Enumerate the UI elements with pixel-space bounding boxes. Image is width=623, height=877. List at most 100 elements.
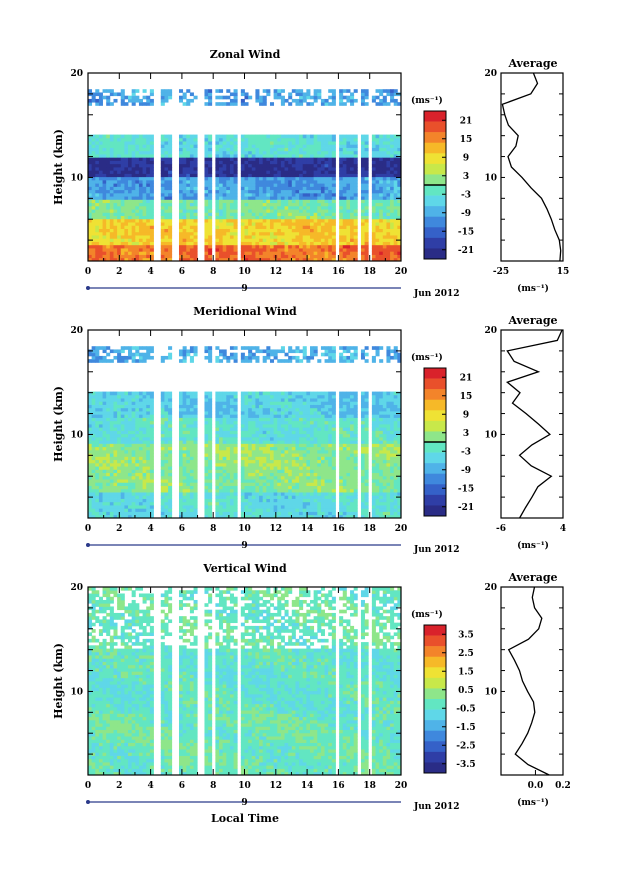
heatmap-cell — [350, 196, 354, 200]
heatmap-cell — [394, 167, 398, 171]
heatmap-cell — [274, 186, 278, 190]
heatmap-cell — [113, 460, 117, 464]
heatmap-cell — [121, 248, 125, 252]
heatmap-cell — [95, 346, 99, 350]
heatmap-cell — [325, 135, 329, 139]
heatmap-cell — [332, 238, 336, 242]
heatmap-cell — [306, 92, 310, 96]
heatmap-cell — [113, 463, 117, 467]
heatmap-cell — [343, 219, 347, 223]
heatmap-cell — [372, 222, 376, 226]
heatmap-cell — [299, 151, 303, 155]
heatmap-cell — [121, 206, 125, 210]
heatmap-cell — [230, 173, 234, 177]
heatmap-cell — [164, 447, 168, 451]
heatmap-cell — [354, 177, 358, 181]
heatmap-cell — [255, 235, 259, 239]
heatmap-cell — [230, 164, 234, 168]
heatmap-cell — [274, 164, 278, 168]
heatmap-cell — [139, 229, 143, 233]
heatmap-cell — [288, 177, 292, 181]
heatmap-cell — [259, 219, 263, 223]
heatmap-cell — [277, 232, 281, 236]
heatmap-cell — [219, 440, 223, 444]
heatmap-cell — [241, 486, 245, 490]
heatmap-cell — [310, 222, 314, 226]
heatmap-cell — [383, 216, 387, 220]
heatmap-cell — [383, 170, 387, 174]
heatmap-cell — [150, 450, 154, 454]
heatmap-cell — [314, 206, 318, 210]
heatmap-cell — [270, 196, 274, 200]
heatmap-cell — [146, 141, 150, 145]
heatmap-cell — [150, 421, 154, 425]
heatmap-cell — [95, 424, 99, 428]
heatmap-cell — [121, 411, 125, 415]
heatmap-cell — [183, 229, 187, 233]
heatmap-cell — [128, 219, 132, 223]
heatmap-cell — [150, 453, 154, 457]
heatmap-cell — [135, 225, 139, 229]
heatmap-cell — [219, 225, 223, 229]
heatmap-cell — [223, 216, 227, 220]
heatmap-cell — [164, 486, 168, 490]
heatmap-cell — [194, 492, 198, 496]
heatmap-cell — [263, 225, 267, 229]
heatmap-cell — [113, 440, 117, 444]
y-tick-label: 20 — [70, 69, 83, 79]
heatmap-cell — [190, 238, 194, 242]
heatmap-cell — [124, 96, 128, 100]
heatmap-cell — [263, 148, 267, 152]
heatmap-cell — [219, 141, 223, 145]
heatmap-cell — [394, 186, 398, 190]
heatmap-cell — [361, 151, 365, 155]
heatmap-cell — [168, 353, 172, 357]
heatmap-cell — [354, 245, 358, 249]
heatmap-cell — [194, 242, 198, 246]
heatmap-cell — [88, 359, 92, 363]
heatmap-cell — [285, 242, 289, 246]
heatmap-cell — [95, 398, 99, 402]
heatmap-cell — [124, 460, 128, 464]
heatmap-cell — [372, 251, 376, 255]
heatmap-cell — [248, 421, 252, 425]
heatmap-cell — [139, 216, 143, 220]
heatmap-cell — [281, 242, 285, 246]
heatmap-cell — [346, 151, 350, 155]
heatmap-cell — [150, 148, 154, 152]
heatmap-cell — [394, 248, 398, 252]
heatmap-cell — [150, 466, 154, 470]
x-tick-label: 12 — [270, 267, 283, 277]
heatmap-cell — [365, 151, 369, 155]
heatmap-cell — [332, 138, 336, 142]
heatmap-cell — [150, 495, 154, 499]
heatmap-cell — [259, 499, 263, 503]
heatmap-cell — [150, 424, 154, 428]
heatmap-cell — [103, 206, 107, 210]
heatmap-cell — [386, 151, 390, 155]
heatmap-cell — [379, 255, 383, 259]
heatmap-cell — [274, 183, 278, 187]
heatmap-cell — [252, 138, 256, 142]
heatmap-cell — [277, 170, 281, 174]
heatmap-cell — [161, 466, 165, 470]
heatmap-cell — [274, 154, 278, 158]
heatmap-cell — [383, 180, 387, 184]
heatmap-cell — [252, 492, 256, 496]
heatmap-cell — [394, 144, 398, 148]
heatmap-cell — [321, 180, 325, 184]
heatmap-cell — [259, 99, 263, 103]
heatmap-cell — [194, 405, 198, 409]
heatmap-cell — [139, 473, 143, 477]
heatmap-cell — [183, 245, 187, 249]
heatmap-cell — [215, 144, 219, 148]
heatmap-cell — [124, 486, 128, 490]
heatmap-cell — [285, 183, 289, 187]
heatmap-cell — [234, 186, 238, 190]
heatmap-cell — [190, 508, 194, 512]
heatmap-cell — [95, 173, 99, 177]
heatmap-cell — [106, 405, 110, 409]
heatmap-cell — [183, 92, 187, 96]
heatmap-cell — [346, 89, 350, 93]
heatmap-cell — [194, 183, 198, 187]
